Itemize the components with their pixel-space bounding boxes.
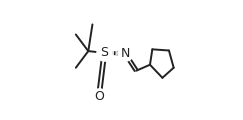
Text: O: O	[94, 90, 104, 103]
Text: N: N	[120, 47, 130, 60]
Text: S: S	[100, 46, 108, 59]
